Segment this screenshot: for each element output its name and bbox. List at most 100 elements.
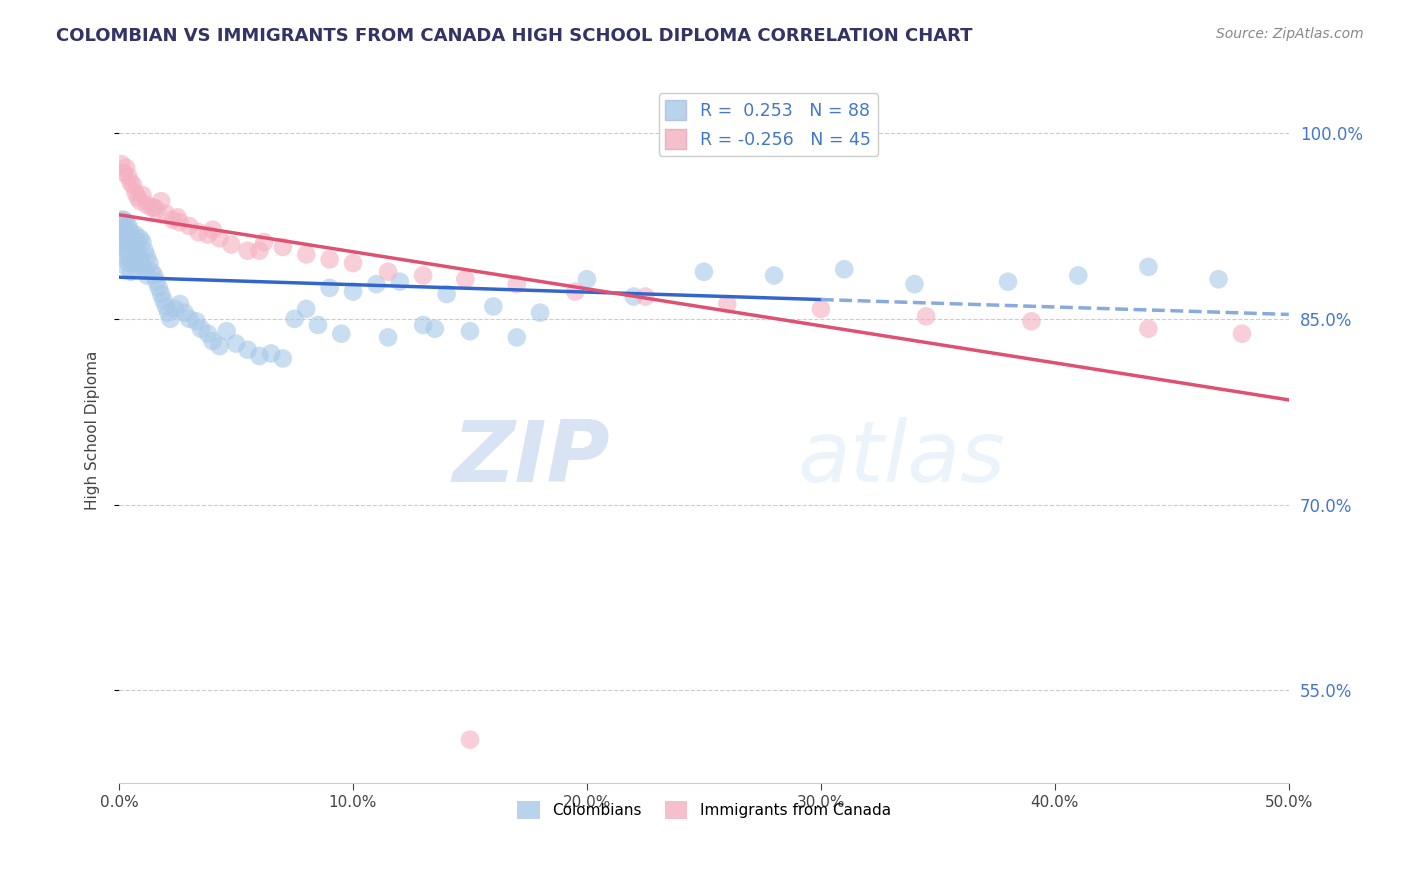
Point [115, 237, 138, 252]
Point [1137, 322, 1160, 336]
Point [201, 223, 224, 237]
Point [318, 281, 340, 295]
Point [129, 250, 152, 264]
Point [127, 262, 149, 277]
Point [120, 250, 142, 264]
Point [143, 201, 166, 215]
Point [190, 322, 212, 336]
Point [115, 161, 138, 175]
Point [134, 244, 156, 258]
Point [115, 250, 138, 264]
Point [377, 330, 399, 344]
Point [122, 178, 145, 193]
Point [169, 297, 191, 311]
Point [186, 314, 208, 328]
Point [436, 287, 458, 301]
Point [145, 202, 167, 217]
Point [117, 219, 139, 233]
Point [115, 260, 138, 274]
Point [131, 188, 153, 202]
Point [112, 212, 135, 227]
Point [173, 305, 195, 319]
Point [197, 326, 219, 341]
Point [1208, 272, 1230, 286]
Point [201, 334, 224, 348]
Point [810, 301, 832, 316]
Point [187, 225, 209, 239]
Point [366, 277, 388, 292]
Point [124, 186, 146, 200]
Point [564, 285, 586, 299]
Text: atlas: atlas [797, 417, 1005, 500]
Point [110, 225, 132, 239]
Point [458, 324, 481, 338]
Point [412, 318, 434, 332]
Point [120, 176, 142, 190]
Point [134, 262, 156, 277]
Point [117, 231, 139, 245]
Point [260, 346, 283, 360]
Point [575, 272, 598, 286]
Point [271, 240, 294, 254]
Point [1137, 260, 1160, 274]
Point [124, 256, 146, 270]
Point [115, 227, 138, 242]
Point [221, 237, 243, 252]
Point [143, 268, 166, 283]
Point [136, 250, 159, 264]
Point [155, 300, 177, 314]
Point [131, 256, 153, 270]
Point [330, 326, 353, 341]
Point [117, 169, 139, 184]
Point [342, 256, 364, 270]
Point [307, 318, 329, 332]
Point [295, 247, 318, 261]
Point [117, 244, 139, 258]
Point [127, 190, 149, 204]
Point [208, 231, 231, 245]
Point [832, 262, 855, 277]
Point [482, 300, 505, 314]
Point [166, 211, 188, 225]
Point [1021, 314, 1043, 328]
Point [157, 305, 180, 319]
Point [152, 293, 174, 308]
Point [623, 289, 645, 303]
Point [169, 215, 191, 229]
Text: Source: ZipAtlas.com: Source: ZipAtlas.com [1216, 27, 1364, 41]
Point [110, 212, 132, 227]
Point [458, 732, 481, 747]
Point [295, 301, 318, 316]
Point [693, 265, 716, 279]
Point [148, 281, 170, 295]
Point [112, 166, 135, 180]
Point [141, 201, 163, 215]
Point [115, 215, 138, 229]
Point [388, 275, 411, 289]
Point [271, 351, 294, 366]
Point [129, 194, 152, 209]
Point [122, 240, 145, 254]
Point [197, 227, 219, 242]
Point [506, 330, 529, 344]
Point [165, 301, 187, 316]
Point [179, 311, 201, 326]
Point [318, 252, 340, 267]
Point [112, 223, 135, 237]
Point [377, 265, 399, 279]
Point [122, 231, 145, 245]
Point [120, 237, 142, 252]
Point [716, 297, 738, 311]
Point [529, 305, 551, 319]
Point [179, 219, 201, 233]
Point [129, 231, 152, 245]
Point [1067, 268, 1090, 283]
Point [136, 268, 159, 283]
Point [120, 225, 142, 239]
Point [112, 244, 135, 258]
Point [120, 265, 142, 279]
Point [112, 231, 135, 245]
Point [150, 194, 173, 209]
Point [236, 244, 259, 258]
Point [283, 311, 305, 326]
